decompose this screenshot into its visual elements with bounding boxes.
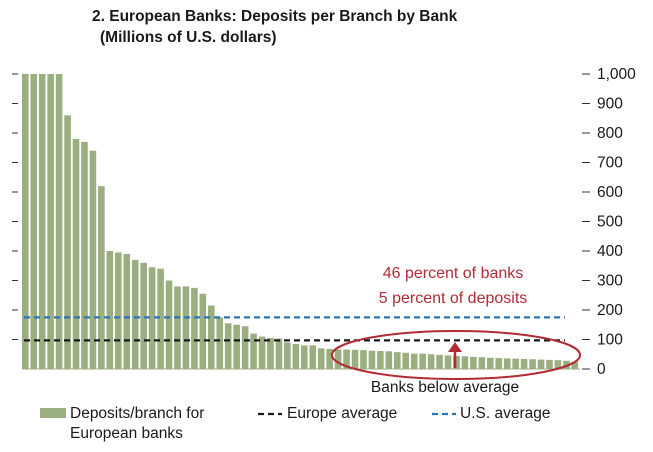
bar <box>301 345 308 369</box>
bar <box>495 358 503 369</box>
bar <box>503 358 511 369</box>
legend-label-deposits: Deposits/branch for European banks <box>70 404 204 444</box>
bar <box>199 293 207 369</box>
bar <box>436 354 443 369</box>
bar <box>89 150 97 369</box>
title-line-2: (Millions of U.S. dollars) <box>100 29 277 46</box>
y-tick-label: 700 <box>597 155 623 172</box>
bar <box>351 349 359 369</box>
left-axis-ticks <box>12 73 18 340</box>
bar <box>571 361 579 370</box>
annotation-banks-percent: 46 percent of banks <box>383 265 524 282</box>
bar <box>241 326 249 369</box>
bar <box>115 252 122 369</box>
bar <box>343 349 350 369</box>
y-tick-label: 100 <box>597 332 623 349</box>
bar <box>487 357 494 369</box>
bar <box>394 352 401 369</box>
bar <box>326 348 333 369</box>
bars <box>22 74 579 370</box>
bar <box>224 323 232 369</box>
y-axis-tick-labels: 0 100 200 300 400 500 600 700 800 900 1,000 <box>597 66 636 378</box>
bar <box>478 357 486 369</box>
y-tick-label: 400 <box>597 243 623 260</box>
bar <box>182 286 190 369</box>
bar <box>165 280 173 369</box>
bar <box>512 358 519 369</box>
bar <box>47 74 54 369</box>
bar <box>419 353 426 369</box>
bar <box>258 336 266 369</box>
bar <box>546 359 553 369</box>
bar <box>38 74 46 369</box>
bar <box>216 317 224 370</box>
bar <box>123 253 131 369</box>
annotation-deposits-percent: 5 percent of deposits <box>379 290 528 307</box>
y-tick-label: 0 <box>597 361 606 378</box>
bar <box>554 360 562 369</box>
bar <box>250 333 257 369</box>
bar <box>529 359 536 369</box>
bar <box>385 351 393 369</box>
bar <box>284 342 291 369</box>
legend-label-deposits-line2: European banks <box>70 425 183 442</box>
y-tick-label: 500 <box>597 214 623 231</box>
bar <box>444 355 452 369</box>
legend-swatch-deposits <box>40 408 66 418</box>
bar <box>98 186 105 369</box>
bar <box>140 262 147 369</box>
annotation-below-average: Banks below average <box>371 379 519 396</box>
y-tick-label: 300 <box>597 273 623 290</box>
bar <box>377 351 384 369</box>
bar <box>410 353 418 369</box>
legend-label-us-average: U.S. average <box>460 405 551 422</box>
bar <box>537 359 545 369</box>
bar <box>317 348 325 369</box>
y-tick-label: 800 <box>597 125 623 142</box>
bar <box>267 338 274 369</box>
bar <box>131 259 139 369</box>
chart-title: 2. European Banks: Deposits per Branch b… <box>92 6 457 48</box>
bar <box>360 350 367 369</box>
bar <box>72 138 80 369</box>
annotation-arrow-head <box>448 342 462 352</box>
y-tick-label: 600 <box>597 184 623 201</box>
bar <box>368 350 376 369</box>
bar <box>461 356 469 369</box>
legend-label-europe-average: Europe average <box>287 405 398 422</box>
title-line-1: 2. European Banks: Deposits per Branch b… <box>92 8 458 25</box>
bar <box>55 74 63 369</box>
bar <box>157 268 164 369</box>
bar <box>309 345 317 369</box>
bar <box>520 358 528 369</box>
bar <box>81 141 88 369</box>
bar <box>292 343 300 369</box>
bar <box>148 267 156 369</box>
y-tick-label: 200 <box>597 302 623 319</box>
bar <box>233 324 240 369</box>
bar <box>334 349 342 369</box>
bar <box>30 74 38 369</box>
legend-label-deposits-line1: Deposits/branch for <box>70 405 205 422</box>
y-tick-label: 900 <box>597 96 623 113</box>
bar <box>453 356 460 369</box>
right-axis-ticks <box>582 73 590 370</box>
bar <box>402 352 410 369</box>
bar <box>208 305 215 369</box>
bar <box>191 287 198 370</box>
bar <box>470 356 477 369</box>
bar <box>22 74 29 369</box>
y-tick-label: 1,000 <box>597 66 636 83</box>
bar <box>64 115 71 369</box>
bar <box>174 286 181 369</box>
below-average-ellipse <box>331 330 581 380</box>
bar <box>106 251 114 369</box>
bar <box>427 354 435 369</box>
bar <box>275 338 283 369</box>
